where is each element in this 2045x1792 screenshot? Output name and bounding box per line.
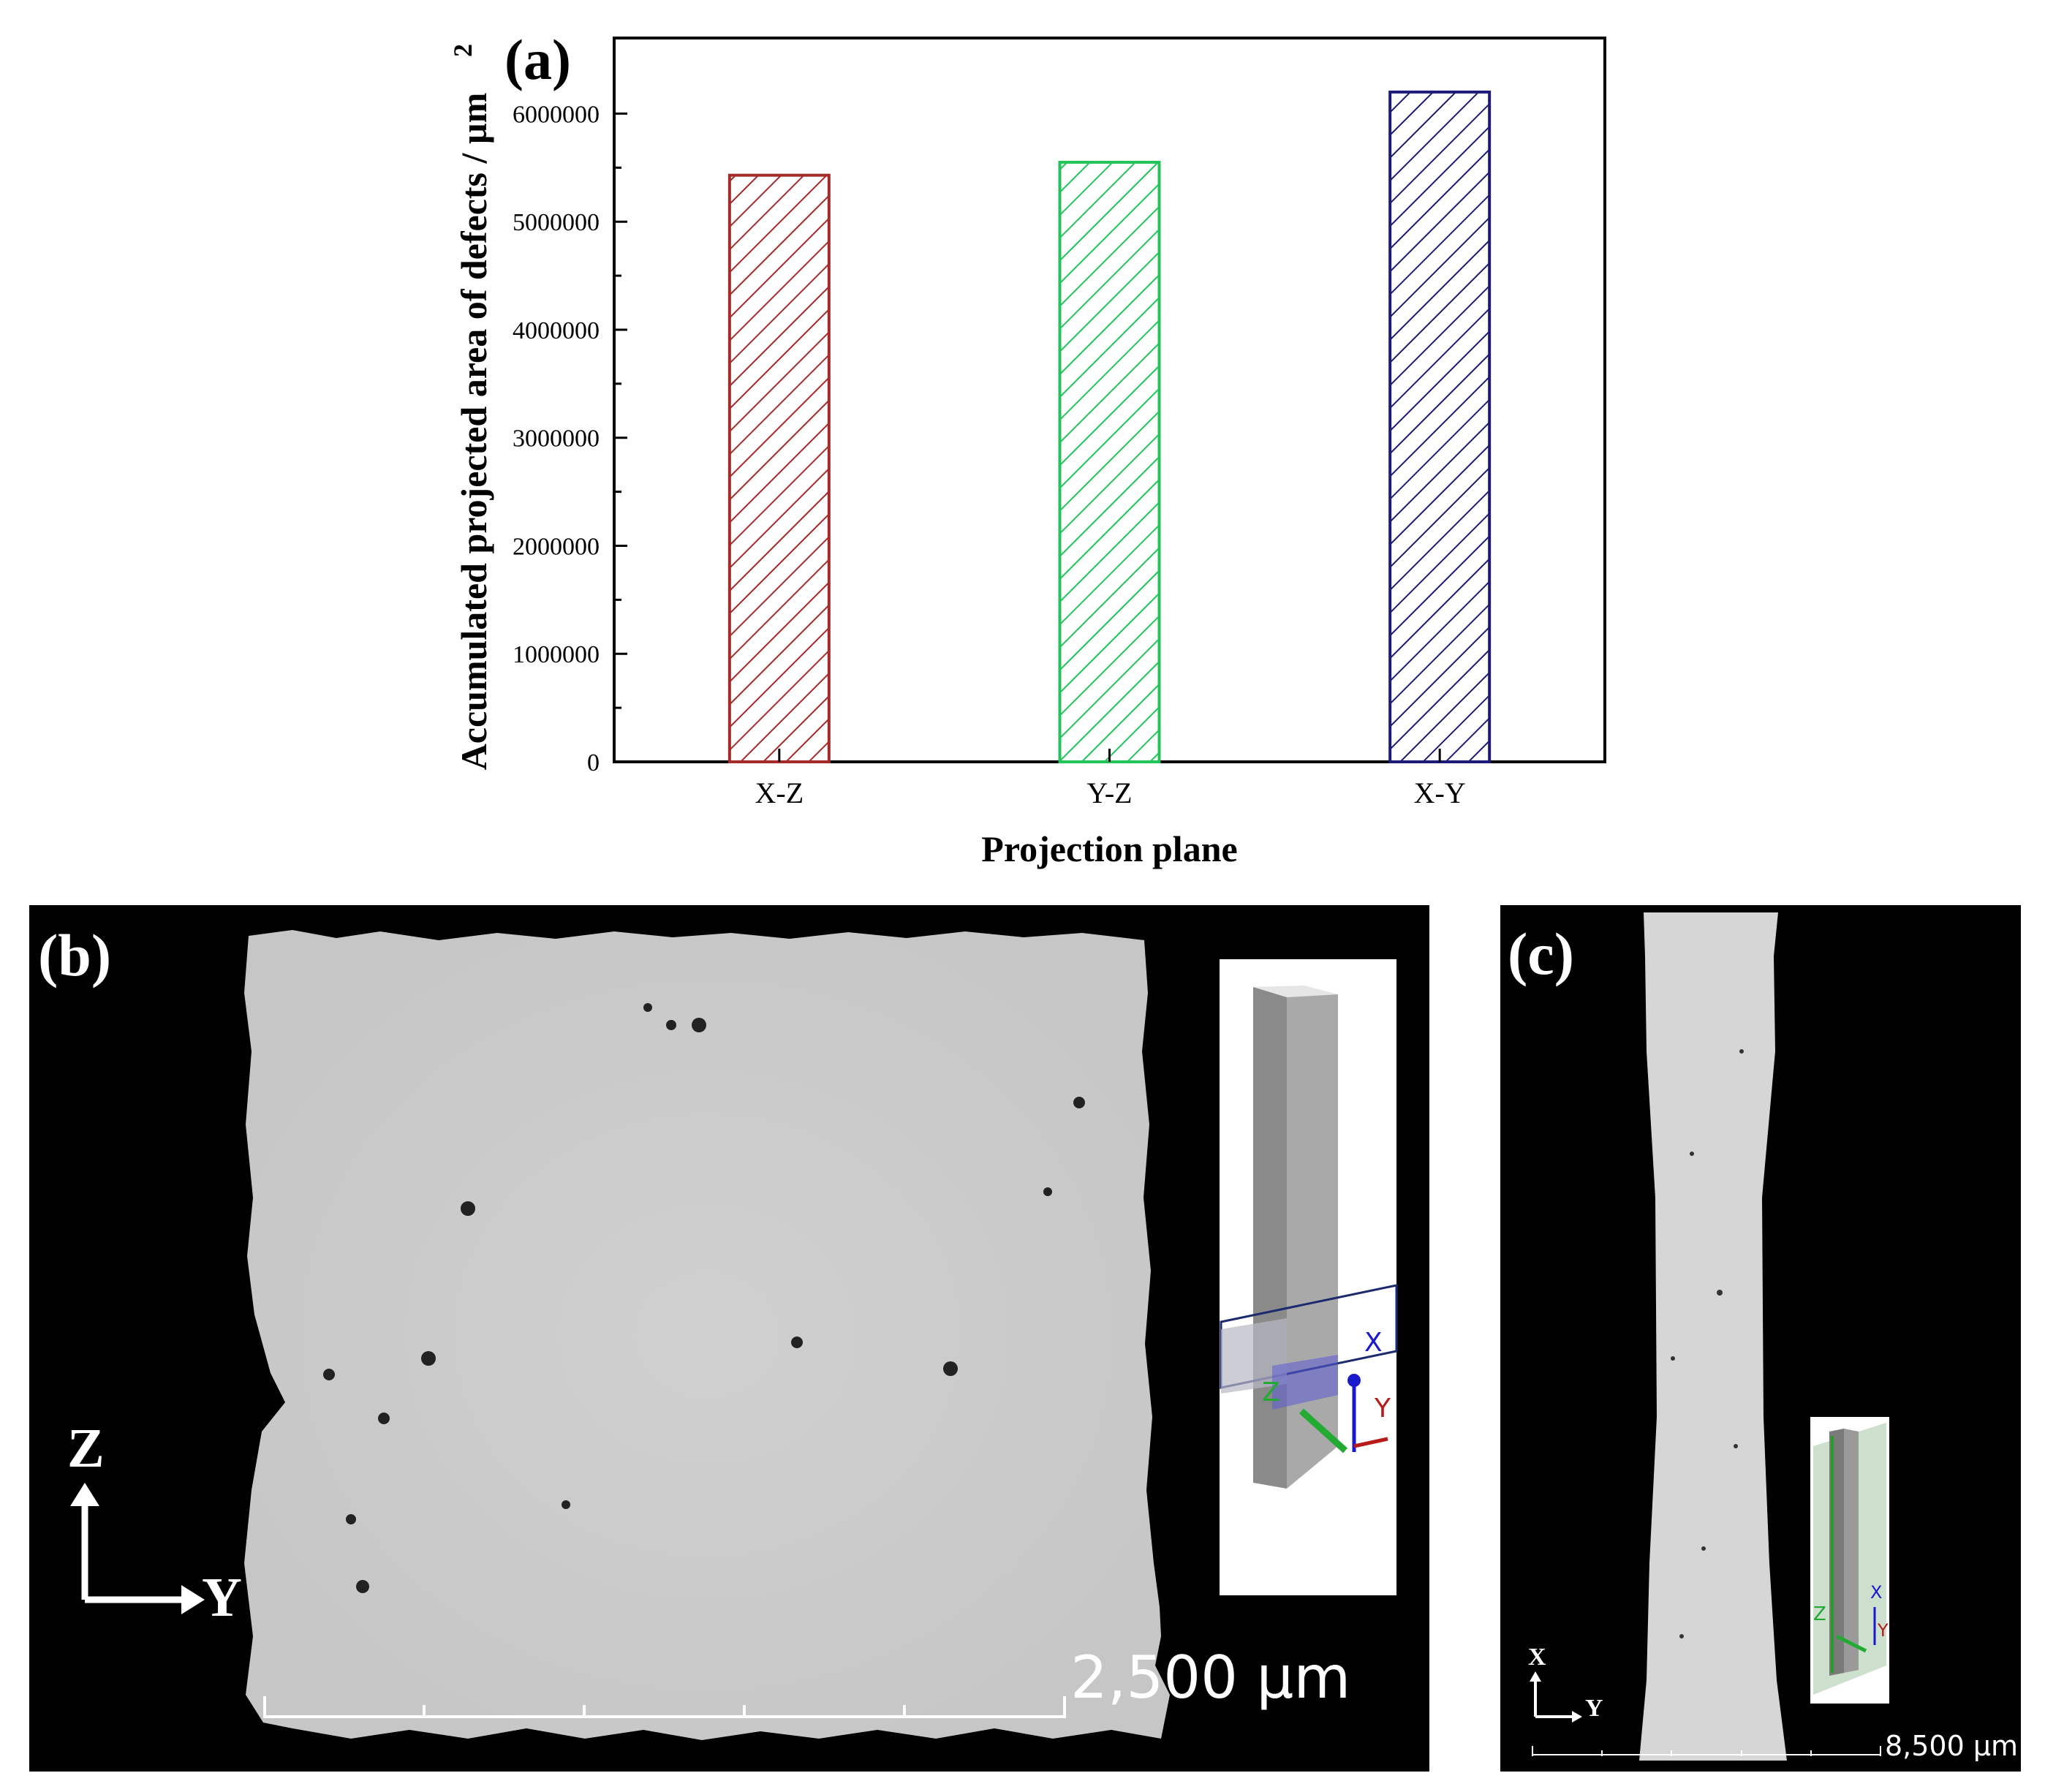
specimen-cross-section	[244, 930, 1170, 1740]
svg-text:Y: Y	[1877, 1620, 1889, 1641]
x-axis-label: Projection plane	[981, 828, 1237, 869]
bar	[727, 173, 831, 763]
svg-text:X: X	[1364, 1328, 1383, 1358]
y-tick-label: 5000000	[513, 209, 600, 236]
scale-bar-b	[263, 1696, 1066, 1718]
scale-bar-label-c: 8,500 µm	[1885, 1730, 2019, 1762]
ct-slice-panel-c: X Y Z (c) X Y 8,500 µm	[1500, 905, 2021, 1772]
y-tick-label: 4000000	[513, 317, 600, 344]
ct-slice-image: X Y Z	[70, 930, 1398, 1740]
ct-slice-panel-b: X Y Z (b) Z Y 2,500 µm	[29, 905, 1429, 1772]
scale-bar-label-b: 2,500 µm	[1070, 1644, 1351, 1712]
bar-chart: 0 1000000 2000000 3000000 4000000 5000000 6000…	[448, 28, 1606, 869]
panel-label-a: (a)	[504, 28, 571, 91]
y-axis-label: Accumulated projected area of defects / …	[453, 93, 494, 771]
y-tick-label: 1000000	[513, 641, 600, 668]
axis-label-y: Y	[202, 1567, 242, 1628]
inset-3d-model-b: X Y Z	[1220, 986, 1398, 1489]
bar	[1058, 160, 1161, 764]
panel-label-c: (c)	[1508, 920, 1575, 987]
bar	[1388, 90, 1492, 763]
scale-bar-c	[1532, 1746, 1881, 1756]
axis-label-x: X	[1528, 1644, 1546, 1671]
axis-arrows-b	[70, 1483, 205, 1614]
y-tick-label: 0	[587, 749, 600, 776]
ct-longitudinal-image: X Y Z	[1530, 912, 1889, 1761]
axis-label-z: Z	[67, 1418, 105, 1479]
defect-pores	[323, 1003, 1085, 1593]
x-tick-label: X-Z	[755, 776, 804, 809]
y-tick-label: 2000000	[513, 533, 600, 560]
axis-label-y-c: Y	[1585, 1695, 1603, 1722]
x-tick-label: X-Y	[1414, 776, 1466, 809]
specimen-longitudinal	[1639, 912, 1787, 1761]
axis-arrows-c	[1530, 1671, 1582, 1723]
svg-text:Y: Y	[1374, 1394, 1391, 1424]
defect-pores-c	[1671, 1049, 1744, 1638]
y-tick-label: 6000000	[513, 101, 600, 128]
x-tick-label: Y-Z	[1086, 776, 1132, 809]
svg-text:Z: Z	[1813, 1603, 1826, 1625]
y-tick-label: 3000000	[513, 426, 600, 453]
svg-text:Z: Z	[1262, 1377, 1280, 1407]
panel-label-b: (b)	[38, 922, 112, 988]
svg-text:X: X	[1870, 1582, 1882, 1603]
y-axis-label-superscript: 2	[448, 44, 477, 57]
